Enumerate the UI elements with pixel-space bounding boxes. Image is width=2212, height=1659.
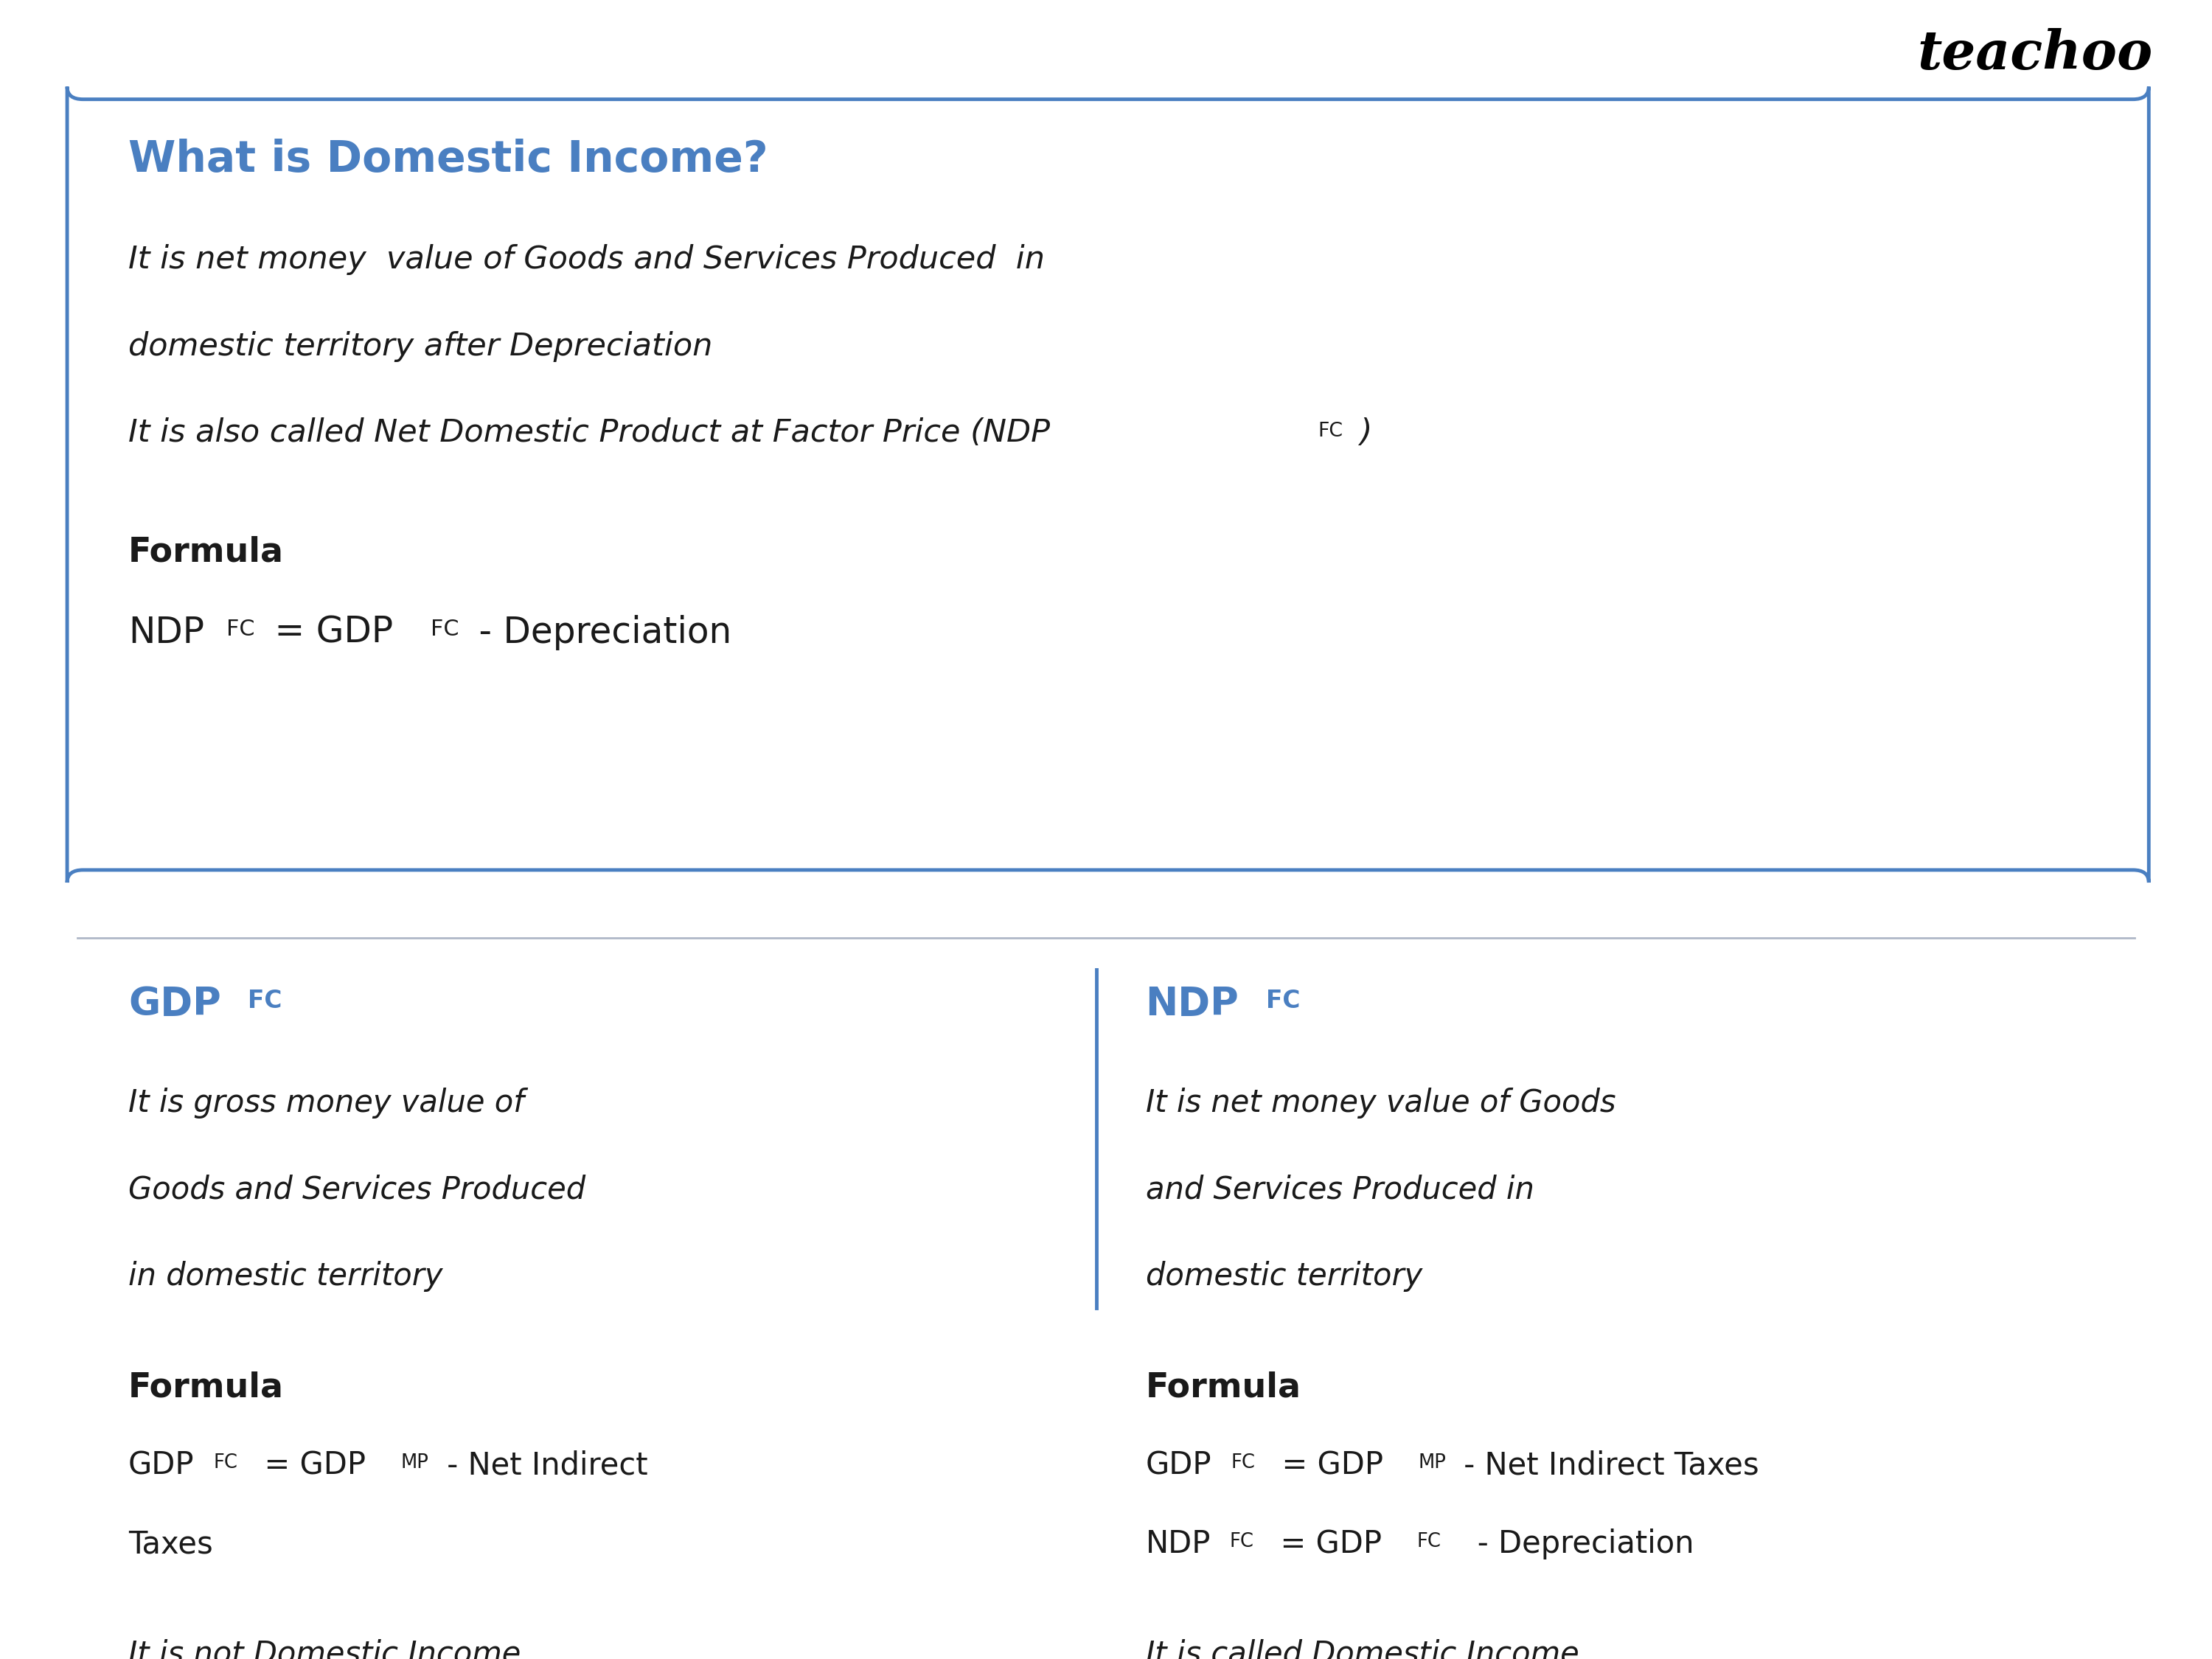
Text: Taxes: Taxes <box>128 1530 212 1559</box>
Text: It is called Domestic Income: It is called Domestic Income <box>1146 1639 1579 1659</box>
Text: FC: FC <box>226 619 254 640</box>
Text: GDP: GDP <box>1146 1450 1212 1481</box>
Text: - Depreciation: - Depreciation <box>1449 1530 1694 1559</box>
Text: Goods and Services Produced: Goods and Services Produced <box>128 1175 586 1204</box>
Text: NDP: NDP <box>1146 985 1239 1024</box>
Text: Formula: Formula <box>128 536 283 569</box>
Text: NDP: NDP <box>1146 1530 1210 1559</box>
Text: MP: MP <box>1418 1453 1447 1472</box>
Text: FC: FC <box>1265 989 1301 1014</box>
Text: in domestic territory: in domestic territory <box>128 1261 442 1292</box>
Text: FC: FC <box>1418 1531 1442 1551</box>
Text: = GDP: = GDP <box>263 614 394 650</box>
Text: NDP: NDP <box>128 614 204 650</box>
Text: FC: FC <box>248 989 283 1014</box>
Text: FC: FC <box>1318 421 1343 441</box>
Text: - Depreciation: - Depreciation <box>467 614 732 650</box>
Text: GDP: GDP <box>128 985 221 1024</box>
FancyBboxPatch shape <box>66 86 2148 883</box>
Text: Formula: Formula <box>1146 1372 1301 1404</box>
Text: It is not Domestic Income: It is not Domestic Income <box>128 1639 520 1659</box>
Text: MP: MP <box>400 1453 429 1472</box>
Text: teachoo: teachoo <box>1918 28 2152 81</box>
Text: It is net money  value of Goods and Services Produced  in: It is net money value of Goods and Servi… <box>128 244 1044 275</box>
Text: GDP: GDP <box>128 1450 195 1481</box>
Text: FC: FC <box>215 1453 239 1472</box>
Text: It is also called Net Domestic Product at Factor Price (NDP: It is also called Net Domestic Product a… <box>128 418 1051 448</box>
Text: It is net money value of Goods: It is net money value of Goods <box>1146 1088 1615 1118</box>
Text: domestic territory after Depreciation: domestic territory after Depreciation <box>128 332 712 362</box>
Text: It is gross money value of: It is gross money value of <box>128 1088 524 1118</box>
Text: = GDP: = GDP <box>246 1450 365 1481</box>
Text: ): ) <box>1349 418 1371 448</box>
Text: FC: FC <box>1230 1453 1254 1472</box>
Text: - Net Indirect: - Net Indirect <box>438 1450 648 1481</box>
Text: What is Domestic Income?: What is Domestic Income? <box>128 139 768 181</box>
Text: FC: FC <box>1230 1531 1254 1551</box>
Text: domestic territory: domestic territory <box>1146 1261 1422 1292</box>
Text: = GDP: = GDP <box>1261 1530 1382 1559</box>
Text: - Net Indirect Taxes: - Net Indirect Taxes <box>1453 1450 1759 1481</box>
Text: FC: FC <box>431 619 458 640</box>
Text: = GDP: = GDP <box>1263 1450 1382 1481</box>
Text: Formula: Formula <box>128 1372 283 1404</box>
Text: and Services Produced in: and Services Produced in <box>1146 1175 1533 1204</box>
